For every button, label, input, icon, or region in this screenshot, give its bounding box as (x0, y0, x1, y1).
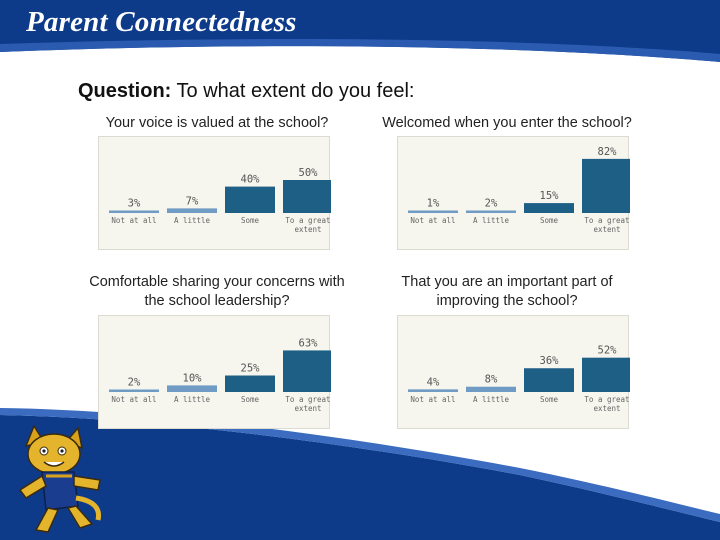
question-body: To what extent do you feel: (176, 80, 415, 102)
category-tick-label: Some (540, 395, 559, 404)
category-tick-label: To a great (584, 395, 629, 404)
bar-some (225, 186, 275, 213)
chart-welcomed: 1% Not at all 2% A little 15% Some 82% To a gre… (397, 136, 630, 250)
bar-value-label: 4% (427, 376, 440, 388)
bar-to-a-great-extent (582, 158, 630, 213)
bar-some (524, 203, 574, 213)
category-tick-label: extent (593, 404, 620, 413)
bar-value-label: 2% (128, 377, 141, 389)
bar-some (225, 375, 275, 392)
bar-not-at-all (109, 210, 159, 213)
chart-caption-important: That you are an important part of improv… (401, 274, 613, 309)
bar-chart-svg: 2% Not at all 10% A little 25% Some 63% To a gr… (109, 337, 331, 413)
bar-chart-svg: 4% Not at all 8% A little 36% Some 52% To a gre… (408, 345, 630, 413)
category-tick-label: A little (473, 216, 510, 225)
bar-value-label: 36% (540, 355, 560, 367)
bar-value-label: 15% (540, 190, 560, 202)
bar-not-at-all (408, 210, 458, 213)
bar-value-label: 63% (299, 337, 319, 349)
wildcat-mascot-logo (18, 424, 102, 533)
bar-value-label: 82% (598, 146, 618, 158)
bar-value-label: 40% (241, 174, 261, 186)
bar-to-a-great-extent (283, 180, 331, 213)
category-tick-label: Some (241, 216, 260, 225)
bar-value-label: 52% (598, 345, 618, 357)
bar-chart-svg: 1% Not at all 2% A little 15% Some 82% To a gre… (408, 146, 630, 234)
category-tick-label: extent (593, 225, 620, 234)
header-band-highlight (0, 39, 720, 62)
category-tick-label: Not at all (410, 395, 455, 404)
slide-title: Parent Connectedness (26, 6, 297, 38)
bar-to-a-great-extent (582, 357, 630, 392)
bar-not-at-all (109, 389, 159, 392)
chart-caption-concerns: Comfortable sharing your concerns with t… (89, 274, 345, 309)
category-tick-label: To a great (285, 395, 330, 404)
category-tick-label: extent (294, 404, 321, 413)
bar-chart-svg: 3% Not at all 7% A little 40% Some 50% To a gre… (109, 167, 331, 234)
question-label: Question: (78, 80, 172, 102)
category-tick-label: Some (540, 216, 559, 225)
bar-value-label: 3% (128, 198, 141, 210)
bar-value-label: 7% (186, 195, 199, 207)
bar-some (524, 368, 574, 392)
category-tick-label: Not at all (111, 216, 156, 225)
bar-a-little (466, 210, 516, 213)
bar-value-label: 25% (241, 363, 261, 375)
bar-to-a-great-extent (283, 350, 331, 392)
category-tick-label: To a great (285, 216, 330, 225)
bar-a-little (167, 385, 217, 392)
bar-value-label: 10% (183, 372, 203, 384)
category-tick-label: Not at all (410, 216, 455, 225)
bar-value-label: 50% (299, 167, 319, 179)
chart-voice-valued: 3% Not at all 7% A little 40% Some 50% To a gre… (98, 136, 331, 250)
bar-a-little (167, 208, 217, 213)
bar-not-at-all (408, 389, 458, 392)
footer-swoosh (0, 415, 720, 540)
question-text: Question: To what extent do you feel: (78, 80, 414, 103)
bar-value-label: 2% (485, 198, 498, 210)
bar-value-label: 8% (485, 374, 498, 386)
bar-value-label: 1% (427, 198, 440, 210)
category-tick-label: A little (473, 395, 510, 404)
bar-a-little (466, 386, 516, 392)
chart-caption-welcomed: Welcomed when you enter the school? (382, 115, 632, 131)
category-tick-label: Not at all (111, 395, 156, 404)
category-tick-label: extent (294, 225, 321, 234)
category-tick-label: A little (174, 216, 211, 225)
chart-important-part: 4% Not at all 8% A little 36% Some 52% To a gre… (397, 315, 630, 429)
category-tick-label: Some (241, 395, 260, 404)
chart-sharing-concerns: 2% Not at all 10% A little 25% Some 63% To a gr… (98, 315, 331, 429)
chart-caption-voice: Your voice is valued at the school? (105, 115, 329, 131)
category-tick-label: To a great (584, 216, 629, 225)
category-tick-label: A little (174, 395, 211, 404)
